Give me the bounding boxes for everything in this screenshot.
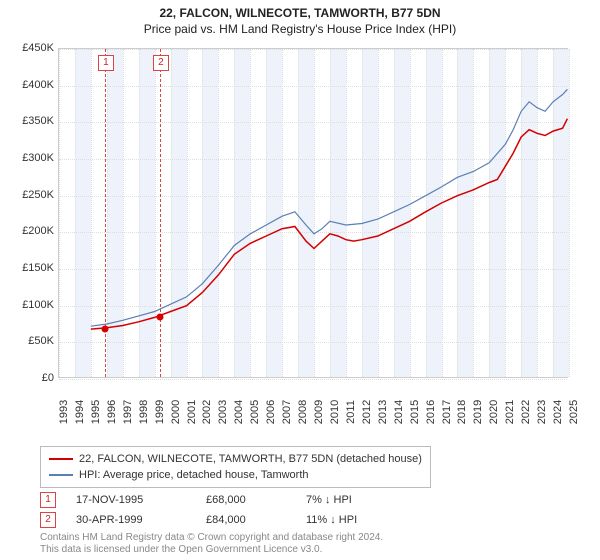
- y-axis-label: £200K: [6, 225, 54, 237]
- series-hpi: [91, 89, 568, 326]
- legend-label: 22, FALCON, WILNECOTE, TAMWORTH, B77 5DN…: [79, 451, 422, 467]
- x-axis-label: 2020: [488, 400, 500, 424]
- x-axis-label: 2002: [201, 400, 213, 424]
- event-num: 1: [40, 492, 56, 508]
- x-axis-label: 2011: [345, 400, 357, 424]
- event-price: £84,000: [206, 510, 286, 530]
- y-axis-label: £100K: [6, 299, 54, 311]
- event-date: 30-APR-1999: [76, 510, 186, 530]
- y-axis-label: £250K: [6, 189, 54, 201]
- x-axis-label: 2015: [409, 400, 421, 424]
- x-axis-label: 2010: [329, 400, 341, 424]
- x-axis-label: 2016: [425, 400, 437, 424]
- y-axis-label: £50K: [6, 335, 54, 347]
- x-axis-label: 2005: [249, 400, 261, 424]
- y-axis-label: £450K: [6, 42, 54, 54]
- x-axis-label: 2006: [265, 400, 277, 424]
- x-axis-label: 2022: [520, 400, 532, 424]
- event-date: 17-NOV-1995: [76, 490, 186, 510]
- y-axis-label: £350K: [6, 115, 54, 127]
- x-axis-label: 2008: [297, 400, 309, 424]
- event-table-row: 1 17-NOV-1995 £68,000 7% ↓ HPI: [40, 490, 406, 510]
- x-axis-label: 1995: [90, 400, 102, 424]
- x-axis-label: 2018: [456, 400, 468, 424]
- x-axis-label: 2013: [377, 400, 389, 424]
- event-table: 1 17-NOV-1995 £68,000 7% ↓ HPI 2 30-APR-1999 £…: [40, 490, 406, 530]
- x-axis-label: 2023: [536, 400, 548, 424]
- legend-box: 22, FALCON, WILNECOTE, TAMWORTH, B77 5DN…: [40, 446, 431, 488]
- y-axis-label: £150K: [6, 262, 54, 274]
- x-axis-label: 2009: [313, 400, 325, 424]
- chart-subtitle: Price paid vs. HM Land Registry's House …: [0, 20, 600, 36]
- event-num: 2: [40, 512, 56, 528]
- y-axis-label: £400K: [6, 79, 54, 91]
- x-axis-label: 2003: [217, 400, 229, 424]
- event-diff: 7% ↓ HPI: [306, 490, 406, 510]
- x-axis-label: 2025: [568, 400, 580, 424]
- x-axis-label: 1997: [122, 400, 134, 424]
- chart-title: 22, FALCON, WILNECOTE, TAMWORTH, B77 5DN: [0, 0, 600, 20]
- gridline-h: [59, 379, 567, 380]
- x-axis-label: 2017: [441, 400, 453, 424]
- event-price: £68,000: [206, 490, 286, 510]
- x-axis-label: 2001: [186, 400, 198, 424]
- event-table-row: 2 30-APR-1999 £84,000 11% ↓ HPI: [40, 510, 406, 530]
- y-axis-label: £0: [6, 372, 54, 384]
- y-axis-label: £300K: [6, 152, 54, 164]
- x-axis-label: 2014: [393, 400, 405, 424]
- event-diff: 11% ↓ HPI: [306, 510, 406, 530]
- footer-line-1: Contains HM Land Registry data © Crown c…: [40, 532, 383, 544]
- x-axis-label: 2012: [361, 400, 373, 424]
- x-axis-label: 1993: [58, 400, 70, 424]
- legend-row: 22, FALCON, WILNECOTE, TAMWORTH, B77 5DN…: [49, 451, 422, 467]
- legend-swatch: [49, 458, 73, 460]
- gridline-v: [569, 49, 570, 377]
- x-axis-label: 2000: [170, 400, 182, 424]
- x-axis-label: 2021: [504, 400, 516, 424]
- chart-lines: [59, 49, 569, 379]
- x-axis-label: 1998: [138, 400, 150, 424]
- plot-area: 12: [58, 48, 568, 378]
- x-axis-label: 1999: [154, 400, 166, 424]
- footer-line-2: This data is licensed under the Open Gov…: [40, 544, 383, 556]
- legend-swatch: [49, 474, 73, 476]
- legend-label: HPI: Average price, detached house, Tamw…: [79, 467, 309, 483]
- series-price_paid: [91, 119, 568, 329]
- x-axis-label: 2004: [233, 400, 245, 424]
- x-axis-label: 1996: [106, 400, 118, 424]
- x-axis-label: 2007: [281, 400, 293, 424]
- x-axis-label: 1994: [74, 400, 86, 424]
- x-axis-label: 2019: [472, 400, 484, 424]
- legend-row: HPI: Average price, detached house, Tamw…: [49, 467, 422, 483]
- footer-attribution: Contains HM Land Registry data © Crown c…: [40, 532, 383, 556]
- x-axis-label: 2024: [552, 400, 564, 424]
